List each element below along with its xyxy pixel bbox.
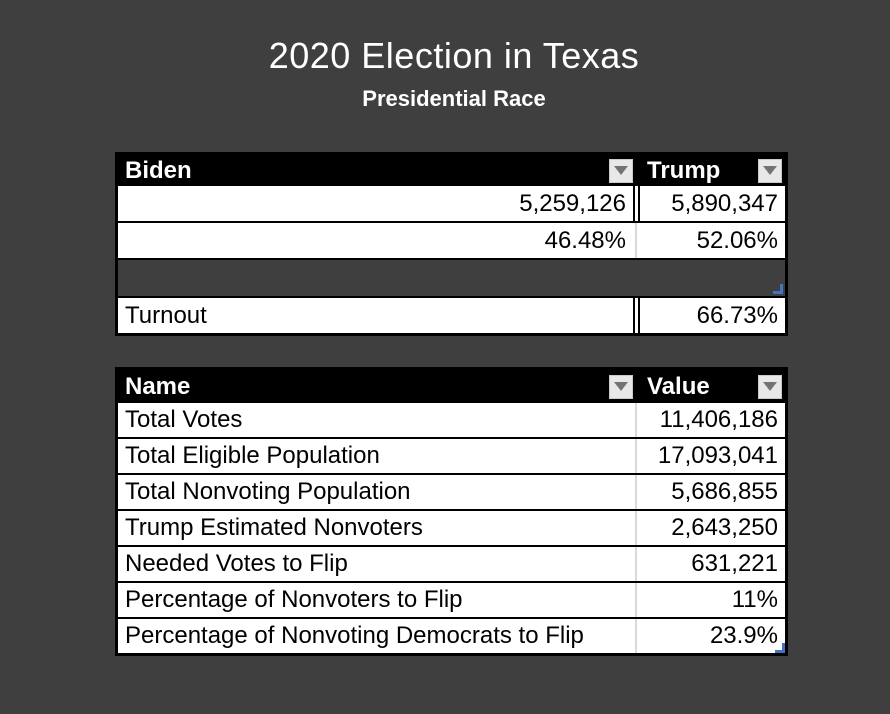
table-row: Trump Estimated Nonvoters 2,643,250: [118, 511, 785, 545]
column-divider: [633, 223, 640, 258]
results-table: Biden Trump 5,259,126 5,890,347 46.48% 5…: [115, 152, 788, 336]
cell-name[interactable]: Trump Estimated Nonvoters: [125, 514, 423, 541]
cell-biden-votes[interactable]: 5,259,126: [519, 189, 626, 217]
table-row: Total Nonvoting Population 5,686,855: [118, 475, 785, 509]
row-border: [118, 473, 785, 475]
cell-value[interactable]: 5,686,855: [671, 478, 778, 505]
header-cell-trump[interactable]: Trump: [640, 155, 785, 186]
table-resize-handle-icon[interactable]: [773, 284, 783, 294]
column-divider: [633, 298, 640, 333]
column-header-value-label: Value: [647, 372, 710, 400]
table-row: Percentage of Nonvoting Democrats to Fli…: [118, 619, 785, 653]
header-cell-name[interactable]: Name: [118, 370, 633, 403]
stats-table-header-row: Name Value: [118, 370, 785, 403]
cell-biden-percent[interactable]: 46.48%: [544, 226, 626, 254]
column-header-name-label: Name: [125, 372, 191, 400]
filter-button-biden[interactable]: [609, 158, 633, 183]
column-divider: [633, 511, 640, 545]
cell-trump-percent[interactable]: 52.06%: [696, 226, 778, 254]
row-border: [118, 258, 785, 260]
row-border: [118, 296, 785, 298]
column-divider: [633, 547, 640, 581]
filter-button-value[interactable]: [758, 374, 782, 399]
cell-name[interactable]: Percentage of Nonvoters to Flip: [125, 586, 463, 613]
cell-name[interactable]: Total Votes: [125, 406, 243, 433]
cell-turnout-label[interactable]: Turnout: [125, 301, 207, 329]
column-divider: [633, 619, 640, 653]
column-divider: [633, 439, 640, 473]
cell-value[interactable]: 2,643,250: [671, 514, 778, 541]
row-border: [118, 617, 785, 619]
column-divider: [633, 186, 640, 221]
results-table-header-row: Biden Trump: [118, 155, 785, 186]
cell-value[interactable]: 23.9%: [709, 622, 778, 649]
column-header-biden-label: Biden: [125, 156, 192, 184]
cell-value[interactable]: 631,221: [691, 550, 778, 577]
column-divider: [633, 403, 640, 437]
filter-dropdown-icon: [614, 166, 628, 175]
row-border: [118, 545, 785, 547]
header-cell-value[interactable]: Value: [640, 370, 785, 403]
header-column-divider: [633, 370, 640, 403]
table-row: Needed Votes to Flip 631,221: [118, 547, 785, 581]
column-divider: [633, 475, 640, 509]
table-row: Percentage of Nonvoters to Flip 11%: [118, 583, 785, 617]
column-header-trump-label: Trump: [647, 156, 721, 184]
table-row-votes: 5,259,126 5,890,347: [118, 186, 785, 221]
column-divider: [633, 583, 640, 617]
cell-name[interactable]: Needed Votes to Flip: [125, 550, 348, 577]
stats-table: Name Value Total Votes 11,406,186 Total …: [115, 367, 788, 656]
cell-name[interactable]: Total Nonvoting Population: [125, 478, 411, 505]
header-cell-biden[interactable]: Biden: [118, 155, 633, 186]
cell-turnout-value[interactable]: 66.73%: [696, 301, 778, 329]
spacer-row[interactable]: [118, 260, 785, 296]
row-border: [118, 509, 785, 511]
cell-trump-votes[interactable]: 5,890,347: [671, 189, 778, 217]
filter-button-trump[interactable]: [758, 158, 782, 183]
table-resize-handle-icon[interactable]: [775, 643, 785, 653]
cell-name[interactable]: Percentage of Nonvoting Democrats to Fli…: [125, 622, 584, 649]
table-row-percentages: 46.48% 52.06%: [118, 223, 785, 258]
page-title: 2020 Election in Texas: [268, 35, 640, 76]
filter-dropdown-icon: [763, 382, 777, 391]
table-row: Total Votes 11,406,186: [118, 403, 785, 437]
cell-value[interactable]: 11%: [731, 586, 778, 613]
cell-value[interactable]: 17,093,041: [657, 442, 778, 469]
table-row: Total Eligible Population 17,093,041: [118, 439, 785, 473]
row-border: [118, 221, 785, 223]
row-border: [118, 437, 785, 439]
cell-name[interactable]: Total Eligible Population: [125, 442, 380, 469]
table-row-turnout: Turnout 66.73%: [118, 298, 785, 333]
page-subtitle: Presidential Race: [362, 86, 546, 111]
cell-value[interactable]: 11,406,186: [659, 406, 778, 433]
header-column-divider: [633, 155, 640, 186]
filter-dropdown-icon: [763, 166, 777, 175]
filter-dropdown-icon: [614, 382, 628, 391]
filter-button-name[interactable]: [609, 374, 633, 399]
row-border: [118, 581, 785, 583]
